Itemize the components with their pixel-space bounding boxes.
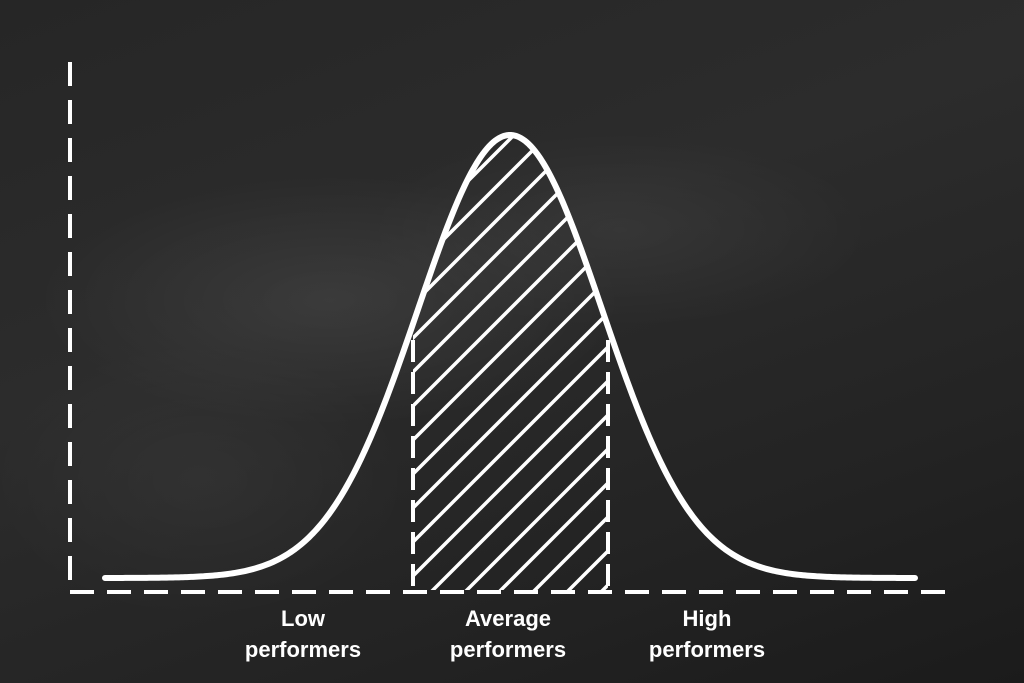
hatch-line [661, 120, 1024, 600]
high-performers-label-line1: High [682, 606, 732, 631]
low-performers-label-line1: Low [281, 606, 325, 631]
bell-curve [102, 132, 918, 581]
high-performers-label: High performers [607, 603, 807, 665]
hatch-line [0, 120, 393, 600]
average-region-hatching [0, 120, 1024, 600]
high-performers-label-line2: performers [648, 637, 766, 662]
hatch-line [627, 120, 1024, 600]
low-performers-label: Low performers [203, 603, 403, 665]
hatch-line [413, 135, 608, 590]
hatch-line [413, 135, 608, 590]
average-performers-label: Average performers [408, 603, 608, 665]
hatch-line [413, 135, 565, 590]
hatch-line [455, 135, 608, 590]
hatch-line [413, 135, 608, 590]
average-performers-label-line2: performers [449, 637, 567, 662]
hatch-line [413, 135, 608, 590]
low-performers-label-line2: performers [244, 637, 362, 662]
hatch-line [421, 135, 608, 590]
hatch-line [413, 135, 608, 590]
hatch-line [523, 135, 608, 590]
hatch-line [413, 135, 608, 590]
hatch-line [489, 135, 608, 590]
hatch-line [591, 135, 608, 590]
hatch-line [413, 135, 608, 590]
hatch-line [557, 135, 608, 590]
hatch-line [413, 135, 429, 590]
average-performers-label-line1: Average [464, 606, 551, 631]
hatch-line [413, 135, 599, 590]
